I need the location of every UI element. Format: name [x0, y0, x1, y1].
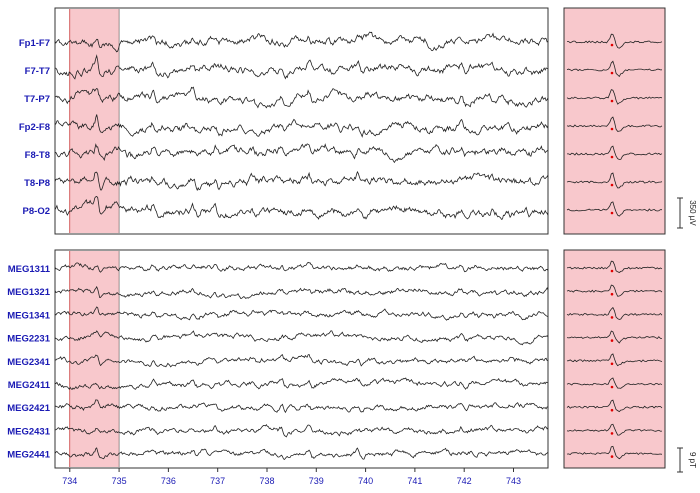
channel-label-meg2421: MEG2421: [7, 403, 50, 414]
meg-highlight-band: [69, 251, 120, 467]
x-tick-label: 743: [506, 476, 521, 486]
trace-t7-p7: [54, 86, 549, 109]
eeg-traces: [54, 9, 549, 233]
spike-marker: [610, 71, 614, 75]
trace-meg1321: [54, 285, 549, 299]
spike-marker: [610, 211, 614, 215]
trace-meg2341: [54, 354, 549, 368]
spike-marker: [610, 432, 614, 435]
zoom-trace-meg2411: [566, 377, 663, 389]
trace-f7-t7: [54, 54, 549, 80]
trace-fp2-f8: [54, 114, 549, 138]
trace-meg2441: [54, 447, 549, 461]
trace-fp1-f7: [54, 31, 549, 53]
spike-marker: [610, 292, 614, 296]
eeg-scale-bar-label: 350 µV: [688, 200, 697, 226]
eeg-main-frame: [54, 7, 549, 235]
zoom-trace-f7-t7: [566, 60, 663, 78]
zoom-trace-meg2441: [566, 445, 663, 460]
x-tick-label: 741: [407, 476, 422, 486]
zoom-trace-meg2231: [566, 330, 663, 344]
x-tick-label: 737: [210, 476, 225, 486]
zoom-trace-meg2341: [566, 353, 663, 367]
x-tick-label: 742: [457, 476, 472, 486]
channel-label-meg1321: MEG1321: [7, 287, 50, 298]
meg-channel-labels: MEG1311 MEG1321 MEG1341 MEG2231 MEG2341 MEG24…: [7, 264, 50, 461]
channel-label-t8-p8: T8-P8: [24, 178, 50, 189]
x-tick-label: 738: [259, 476, 274, 486]
x-tick-label: 734: [62, 476, 77, 486]
zoom-trace-f8-t8: [567, 145, 663, 160]
zoom-trace-t8-p8: [566, 172, 663, 189]
eeg-zoom-traces: [566, 33, 663, 217]
channel-label-meg2341: MEG2341: [7, 357, 50, 368]
channel-label-meg2411: MEG2411: [8, 380, 51, 391]
channel-label-meg2431: MEG2431: [7, 426, 50, 437]
meg-traces: [54, 251, 549, 467]
spike-marker: [610, 316, 614, 319]
x-tick-label: 740: [358, 476, 373, 486]
trace-t8-p8: [54, 170, 549, 192]
channel-label-fp2-f8: Fp2-F8: [19, 122, 50, 133]
spike-marker: [610, 99, 614, 103]
spike-marker: [610, 269, 614, 273]
spike-marker: [610, 183, 614, 187]
zoom-trace-meg1341: [566, 306, 663, 320]
trace-meg2431: [54, 423, 549, 438]
spike-marker: [610, 43, 614, 47]
channel-label-meg1341: MEG1341: [7, 310, 50, 321]
trace-meg2411: [54, 377, 548, 390]
trace-meg1341: [54, 306, 549, 321]
spike-marker: [610, 339, 614, 342]
zoom-trace-meg2421: [566, 399, 663, 413]
channel-label-t7-p7: T7-P7: [24, 94, 50, 105]
eeg-channel-labels: Fp1-F7 F7-T7 T7-P7 Fp2-F8 F8-T8 T8-P8 P8-O2: [19, 38, 50, 217]
channel-label-f8-t8: F8-T8: [25, 150, 50, 161]
zoom-trace-meg2431: [566, 423, 663, 436]
meg-main-frame: [54, 249, 549, 469]
zoom-trace-fp2-f8: [566, 116, 663, 132]
trace-meg1311: [54, 261, 549, 273]
spike-marker: [610, 127, 614, 131]
eeg-main-panel: Fp1-F7 F7-T7 T7-P7 Fp2-F8 F8-T8 T8-P8 P8-O2: [19, 7, 549, 235]
spike-marker: [610, 362, 614, 366]
channel-label-meg1311: MEG1311: [8, 264, 51, 275]
channel-label-f7-t7: F7-T7: [25, 66, 50, 77]
x-tick-label: 739: [309, 476, 324, 486]
zoom-trace-t7-p7: [566, 89, 663, 105]
eeg-zoom-panel: 350 µV: [563, 7, 697, 235]
x-tick-label: 735: [112, 476, 127, 486]
channel-label-p8-o2: P8-O2: [23, 206, 50, 217]
channel-label-meg2441: MEG2441: [7, 450, 50, 461]
zoom-trace-p8-o2: [566, 201, 663, 217]
channel-label-meg2231: MEG2231: [7, 334, 50, 345]
x-tick-label: 736: [161, 476, 176, 486]
zoom-trace-fp1-f7: [567, 33, 663, 49]
meg-scale-bar: 9 pT: [677, 447, 697, 473]
trace-meg2421: [54, 399, 549, 414]
meg-main-panel: MEG1311 MEG1321 MEG1341 MEG2231 MEG2341 MEG24…: [7, 249, 549, 486]
channel-label-fp1-f7: Fp1-F7: [19, 38, 50, 49]
trace-meg2231: [54, 330, 549, 346]
trace-p8-o2: [54, 196, 549, 220]
meg-zoom-traces: [566, 260, 663, 460]
meg-x-axis: 734 735 736 737 738 739 740 741 742 743: [62, 468, 521, 486]
spike-marker: [610, 408, 614, 412]
meg-scale-bar-label: 9 pT: [688, 452, 697, 468]
zoom-trace-meg1311: [566, 260, 663, 273]
eeg-scale-bar: 350 µV: [677, 197, 697, 229]
zoom-trace-meg1321: [566, 284, 663, 297]
meg-zoom-panel: 9 pT: [563, 249, 697, 473]
spike-marker: [610, 385, 614, 389]
spike-marker: [610, 455, 614, 458]
trace-f8-t8: [54, 143, 549, 164]
spike-marker: [610, 155, 614, 159]
